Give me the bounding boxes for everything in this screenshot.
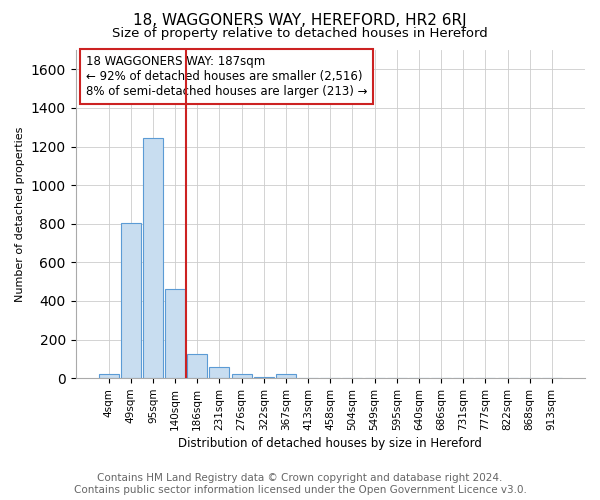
Bar xyxy=(187,354,207,378)
Bar xyxy=(165,290,185,378)
Bar xyxy=(232,374,251,378)
Text: Size of property relative to detached houses in Hereford: Size of property relative to detached ho… xyxy=(112,28,488,40)
Bar xyxy=(98,374,119,378)
Text: Contains HM Land Registry data © Crown copyright and database right 2024.
Contai: Contains HM Land Registry data © Crown c… xyxy=(74,474,526,495)
Text: 18 WAGGONERS WAY: 187sqm
← 92% of detached houses are smaller (2,516)
8% of semi: 18 WAGGONERS WAY: 187sqm ← 92% of detach… xyxy=(86,55,367,98)
Text: 18, WAGGONERS WAY, HEREFORD, HR2 6RJ: 18, WAGGONERS WAY, HEREFORD, HR2 6RJ xyxy=(133,12,467,28)
Bar xyxy=(121,223,141,378)
Bar xyxy=(209,366,229,378)
Bar xyxy=(143,138,163,378)
Bar xyxy=(276,374,296,378)
X-axis label: Distribution of detached houses by size in Hereford: Distribution of detached houses by size … xyxy=(178,437,482,450)
Y-axis label: Number of detached properties: Number of detached properties xyxy=(15,126,25,302)
Bar xyxy=(254,377,274,378)
